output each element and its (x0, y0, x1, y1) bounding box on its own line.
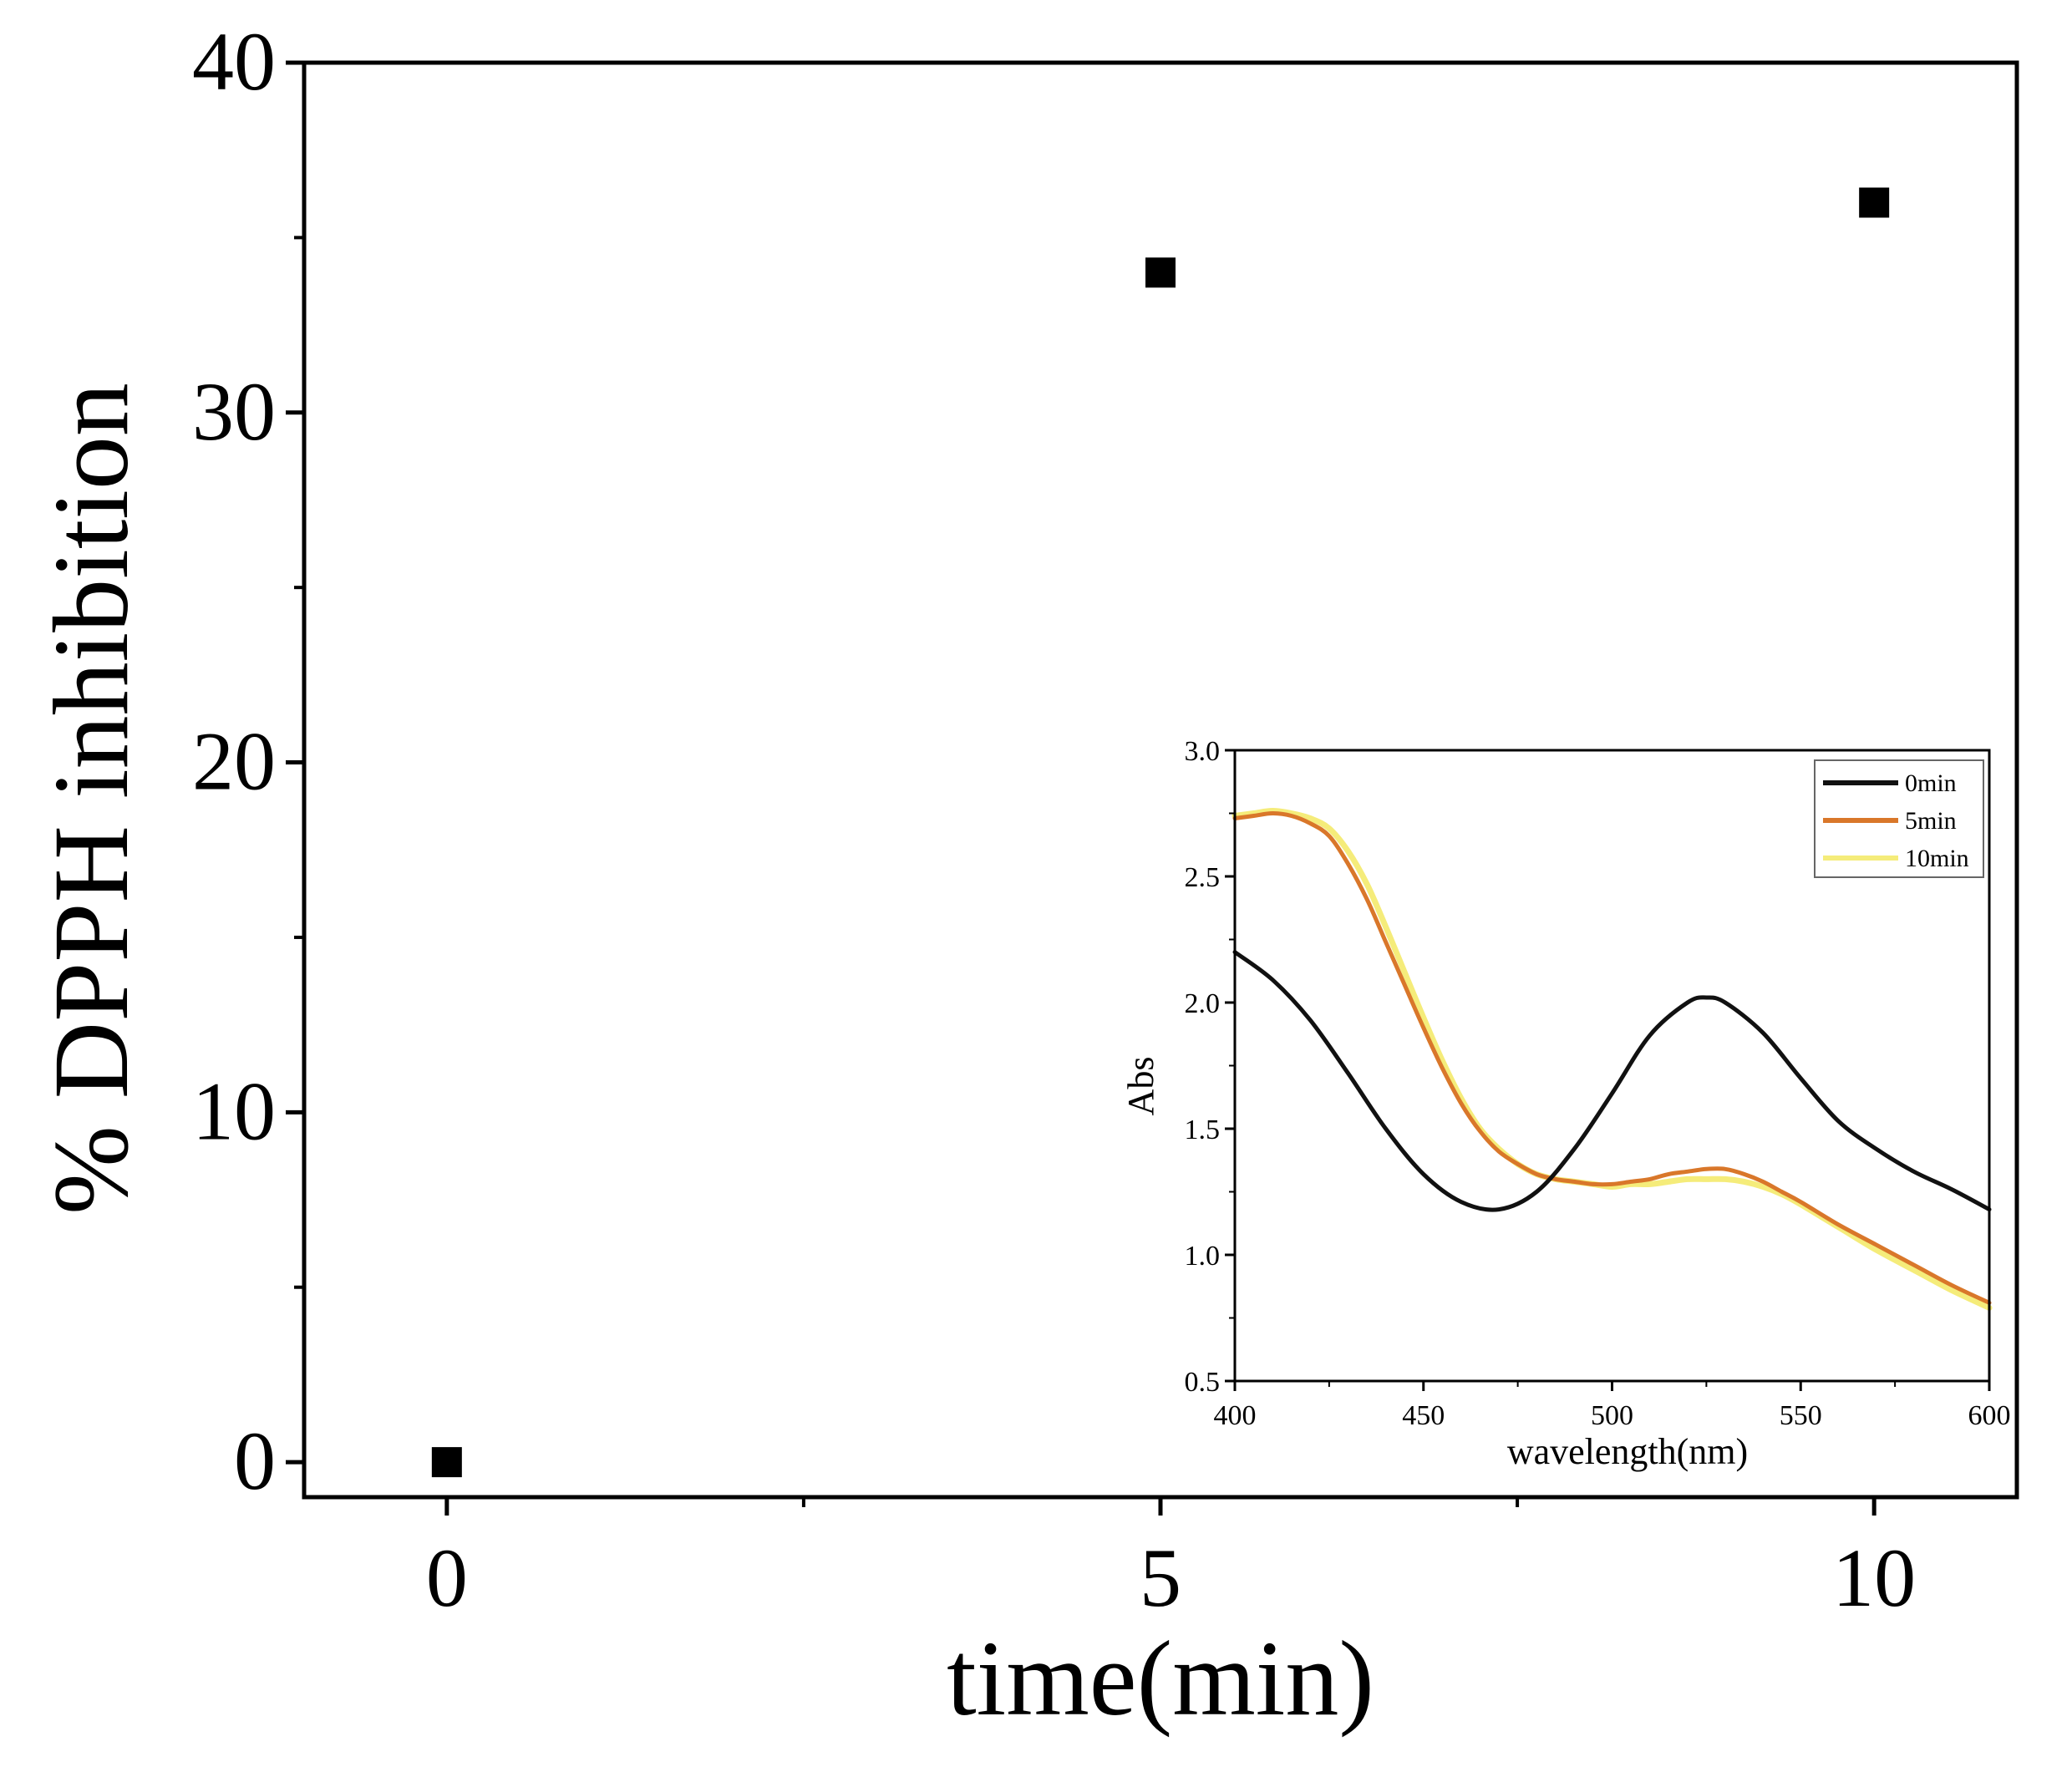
inset-y-axis-label: Abs (1120, 1057, 1161, 1116)
inset-x-tick-label: 550 (1780, 1400, 1822, 1431)
inset-y-tick-label: 1.5 (1185, 1115, 1221, 1145)
inset-y-tick-label: 1.0 (1185, 1241, 1221, 1272)
main-y-tick-label: 10 (192, 1064, 276, 1157)
legend-entry-10min: 10min (1823, 845, 1969, 872)
inset-chart: 0.5 1.0 1.5 2.0 2.5 3.0 400 450 500 550 600 wavel… (1120, 736, 2011, 1472)
legend-label-10min: 10min (1905, 845, 1969, 872)
main-x-tick-label: 10 (1832, 1531, 1916, 1624)
legend-label-0min: 0min (1905, 769, 1957, 797)
legend-entry-5min: 5min (1823, 807, 1957, 835)
series-line-0min (1232, 950, 1992, 1212)
main-y-tick-label: 30 (192, 365, 276, 458)
main-x-tick-label: 0 (426, 1531, 468, 1624)
main-y-axis: 0 10 20 30 40 (192, 15, 304, 1507)
inset-x-tick-label: 450 (1402, 1400, 1445, 1431)
main-y-tick-label: 20 (192, 715, 276, 808)
inset-x-axis-label: wavelength(nm) (1507, 1431, 1748, 1472)
inset-y-axis: 0.5 1.0 1.5 2.0 2.5 3.0 (1185, 736, 1235, 1398)
inset-y-tick-label: 0.5 (1185, 1367, 1221, 1398)
main-chart: 0 10 20 30 40 0 5 10 time(min) % DPPH inhibiti… (32, 15, 2019, 1738)
main-x-axis: 0 5 10 (426, 1497, 1916, 1624)
inset-legend: 0min 5min 10min (1814, 759, 1984, 878)
main-x-axis-label: time(min) (947, 1619, 1374, 1738)
inset-y-tick-label: 2.5 (1185, 862, 1221, 893)
inset-x-tick-label: 600 (1968, 1400, 2011, 1431)
main-y-axis-label: % DPPH inhibition (32, 383, 150, 1215)
data-point-square (1145, 257, 1176, 288)
data-point-square (1859, 187, 1890, 218)
inset-y-tick-label: 3.0 (1185, 736, 1221, 767)
legend-label-5min: 5min (1905, 807, 1957, 835)
inset-x-axis: 400 450 500 550 600 (1214, 1381, 2011, 1431)
legend-entry-0min: 0min (1823, 769, 1957, 797)
inset-x-tick-label: 500 (1591, 1400, 1633, 1431)
inset-series-lines (1232, 808, 1993, 1311)
series-line-5min (1232, 811, 1992, 1305)
main-y-tick-label: 40 (192, 15, 276, 108)
inset-x-tick-label: 400 (1214, 1400, 1257, 1431)
main-x-tick-label: 5 (1140, 1531, 1181, 1624)
main-data-points (431, 187, 1890, 1478)
data-point-square (431, 1447, 462, 1478)
main-y-tick-label: 0 (234, 1414, 276, 1507)
inset-y-tick-label: 2.0 (1185, 988, 1221, 1019)
